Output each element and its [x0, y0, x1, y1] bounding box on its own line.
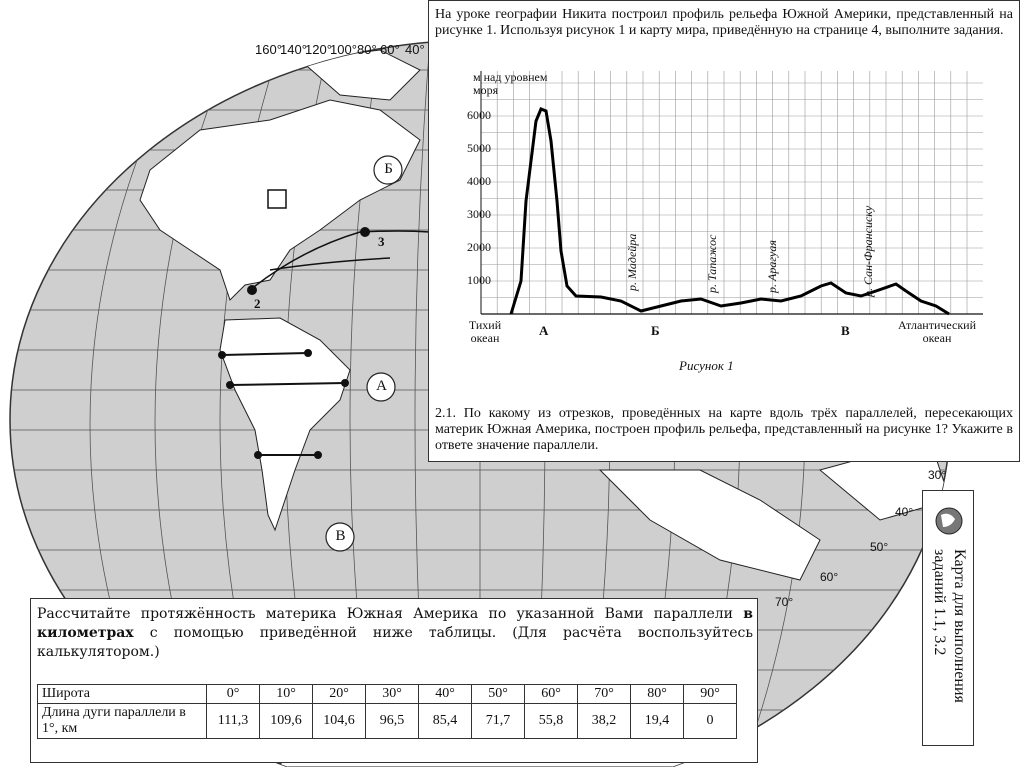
- y-tick-label: 5000: [467, 141, 491, 155]
- latitude-label: 70°: [775, 595, 794, 609]
- table-cell: 70°: [577, 684, 631, 704]
- latitude-label: 50°: [870, 540, 889, 554]
- table-cell: 30°: [365, 684, 419, 704]
- table-cell: 20°: [312, 684, 366, 704]
- parallels: [218, 227, 370, 459]
- circle-label: Б: [384, 161, 393, 177]
- task-intro: На уроке географии Никита построил профи…: [435, 7, 1013, 38]
- calc-text-before: Рассчитайте протяжённость материка Южная…: [37, 606, 733, 622]
- table-cell: 109,6: [259, 703, 313, 739]
- frame-marker: [267, 189, 287, 209]
- profile-point: В: [841, 323, 850, 338]
- side-box: Карта для выполнения заданий 1.1, 3.2: [922, 490, 974, 746]
- table-cell: 80°: [630, 684, 684, 704]
- table-row: Широта 0° 10° 20° 30° 40° 50° 60° 70° 80° 90°: [37, 684, 737, 704]
- table-cell: 90°: [683, 684, 737, 704]
- relief-profile: [480, 71, 983, 316]
- y-tick-label: 2000: [467, 240, 491, 254]
- table-cell: 50°: [471, 684, 525, 704]
- table-cell: 38,2: [577, 703, 631, 739]
- table-cell: 71,7: [471, 703, 525, 739]
- task-box: На уроке географии Никита построил профи…: [428, 0, 1020, 462]
- figure-caption: Рисунок 1: [679, 358, 734, 373]
- river-label: р. Арагуая: [765, 240, 779, 293]
- calc-text-after: с помощью приведённой ниже таблицы. (Для…: [37, 625, 753, 660]
- table-cell: 55,8: [524, 703, 578, 739]
- side-label: Карта для выполнения заданий 1.1, 3.2: [931, 549, 968, 703]
- y-tick-label: 4000: [467, 174, 491, 188]
- table-cell: 85,4: [418, 703, 472, 739]
- point-label: 3: [378, 234, 385, 249]
- profile-point: А: [539, 323, 549, 338]
- calc-text-bold: в километрах: [37, 606, 753, 641]
- river-label: р. Мадейра: [625, 233, 639, 291]
- calc-text: Рассчитайте протяжённость материка Южная…: [37, 605, 753, 662]
- point-label: 2: [254, 296, 261, 311]
- latitude-label: 30°: [928, 468, 947, 482]
- table-cell: Широта: [37, 684, 207, 704]
- task-question: 2.1. По какому из отрезков, проведённых …: [435, 406, 1013, 453]
- y-tick-label: 1000: [467, 273, 491, 287]
- table-row: Длина дуги параллели в 1°, км 111,3 109,6 1…: [37, 703, 737, 739]
- river-label: р. Тапажос: [705, 234, 719, 293]
- profile-point: Б: [651, 323, 660, 338]
- table-cell: 0°: [206, 684, 260, 704]
- calc-box: Рассчитайте протяжённость материка Южная…: [30, 598, 758, 763]
- latitude-label: 60°: [820, 570, 839, 584]
- table-cell: 19,4: [630, 703, 684, 739]
- circle-label: В: [335, 528, 346, 544]
- circle-label: А: [376, 378, 387, 394]
- latitude-label: 40°: [895, 505, 914, 519]
- latitude-table: Широта 0° 10° 20° 30° 40° 50° 60° 70° 80° 90° Длина…: [37, 684, 737, 739]
- y-axis-label: м над уровнем моря: [473, 70, 548, 97]
- right-end: Атлантический океан: [897, 318, 977, 345]
- table-cell: 0: [683, 703, 737, 739]
- longitude-label: 120°: [305, 42, 332, 57]
- globe-icon: [935, 507, 963, 535]
- table-cell: 10°: [259, 684, 313, 704]
- y-tick-label: 3000: [467, 207, 491, 221]
- circle-markers: [325, 155, 403, 552]
- longitude-label: 160°: [255, 42, 282, 57]
- table-cell: 60°: [524, 684, 578, 704]
- longitude-label: 100°: [330, 42, 357, 57]
- table-cell: 104,6: [312, 703, 366, 739]
- table-cell: Длина дуги параллели в 1°, км: [37, 703, 207, 739]
- longitude-label: 140°: [280, 42, 307, 57]
- profile-line: [509, 107, 950, 316]
- river-label: р. Сан-Франсиску: [861, 205, 875, 297]
- table-cell: 96,5: [365, 703, 419, 739]
- table-cell: 111,3: [206, 703, 260, 739]
- longitude-label: 80°: [357, 42, 377, 57]
- longitude-label: 60°: [380, 42, 400, 57]
- table-cell: 40°: [418, 684, 472, 704]
- y-tick-label: 6000: [467, 108, 491, 122]
- routes: [249, 230, 431, 291]
- left-end: Тихий океан: [468, 318, 502, 345]
- longitude-label: 40°: [405, 42, 425, 57]
